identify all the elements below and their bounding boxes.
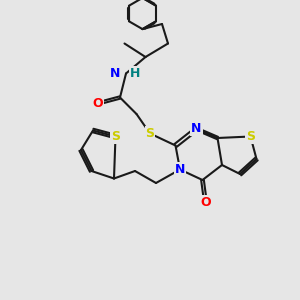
Text: O: O: [200, 196, 211, 209]
Text: N: N: [175, 163, 185, 176]
Text: S: S: [246, 130, 255, 143]
Text: S: S: [111, 130, 120, 143]
Text: N: N: [191, 122, 202, 136]
Text: O: O: [92, 97, 103, 110]
Text: N: N: [110, 67, 121, 80]
Text: S: S: [146, 127, 154, 140]
Text: H: H: [130, 67, 140, 80]
